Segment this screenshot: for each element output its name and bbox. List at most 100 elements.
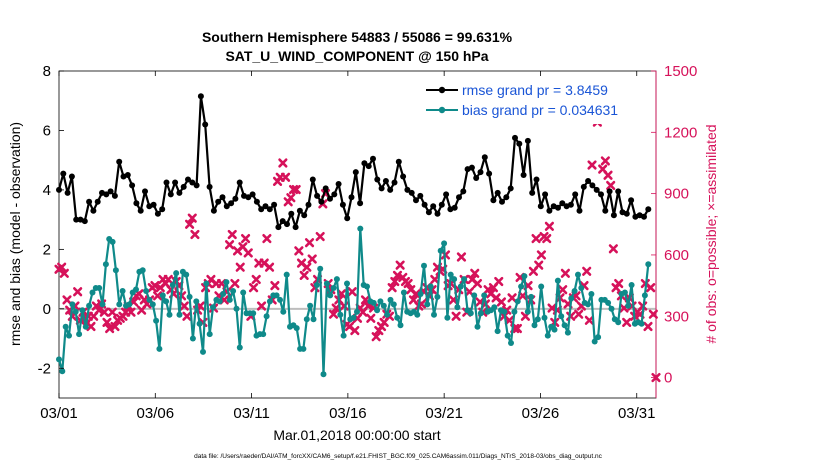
rmse-point [529,189,536,196]
x-tick-label: 03/31 [618,405,656,422]
obs-point [507,293,517,303]
rmse-point [589,182,596,189]
bias-point [173,270,180,277]
rmse-point [284,221,290,228]
bias-point [400,289,407,296]
rmse-point [68,173,75,180]
obs-point [270,280,280,291]
rmse-point [245,194,252,201]
bias-point [474,323,481,330]
obs-point [184,219,195,229]
rmse-point [382,178,389,184]
obs-point [534,260,544,270]
rmse-point [150,201,157,208]
obs-point [456,252,467,262]
obs-point [62,295,72,305]
bias-point [216,298,223,305]
bias-point [109,238,116,245]
bias-point [189,335,196,342]
bias-point [441,240,448,247]
rmse-point [142,188,148,195]
bias-point [504,332,511,339]
obs-point [59,268,69,278]
bias-point [126,301,133,308]
obs-point [646,283,656,293]
bias-point [568,295,575,302]
bias-point [82,323,89,330]
rmse-point [292,224,299,231]
obs-point [126,307,136,317]
rmse-point [490,197,497,204]
bias-point [200,348,206,355]
rmse-point [404,186,411,193]
rmse-point [305,201,312,208]
y-right-tick-label: 600 [664,247,689,264]
obs-point [182,311,192,321]
obs-point [251,274,261,285]
bias-point [176,311,183,318]
rmse-point [378,185,385,192]
bias-point [414,311,421,318]
obs-point [542,233,552,244]
bias-point [638,320,645,327]
bias-point [89,289,96,296]
obs-point [512,323,523,334]
obs-point [302,262,312,272]
rmse-point [185,176,191,183]
rmse-point [193,182,200,189]
bias-point [561,322,568,329]
rmse-point [606,188,613,195]
bias-point [374,307,381,314]
rmse-point [64,189,71,196]
rmse-point [331,191,338,198]
bias-point [163,298,170,305]
bias-point [551,326,558,333]
bias-point [595,334,602,341]
rmse-point [512,134,518,141]
bias-point [59,368,66,375]
rmse-point [641,213,647,220]
bias-point [501,308,508,315]
obs-point [224,240,235,250]
obs-point [390,276,400,287]
bias-point [169,282,176,288]
rmse-point [524,137,531,144]
rmse-point [499,198,505,205]
bias-point [133,286,139,293]
bias-point [307,302,314,309]
rmse-point [180,183,187,190]
bias-point [467,310,474,317]
obs-point [347,287,357,297]
rmse-point [335,181,342,187]
bias-point [538,283,545,290]
obs-point [294,246,304,256]
bias-point [390,301,397,308]
x-axis-label: Mar.01,2018 00:00:00 start [273,427,440,443]
rmse-point [219,194,226,201]
rmse-point [86,198,93,205]
rmse-point [425,209,432,216]
rmse-point [365,163,372,170]
rmse-point [322,185,329,192]
x-tick-label: 03/11 [233,405,269,422]
bias-point [153,317,160,324]
bias-point [183,271,190,278]
x-tick-label: 03/21 [425,405,463,422]
obs-point [230,278,240,289]
bias-point [554,277,561,284]
bias-point [578,285,585,291]
obs-point [603,170,613,180]
rmse-point [275,224,282,231]
obs-point [600,156,610,166]
bias-point [477,310,484,317]
bias-point [575,271,581,278]
legend-bias-label: bias grand pr = 0.034631 [462,102,618,118]
rmse-point [167,191,174,198]
bias-point [461,276,468,283]
rmse-point [262,203,269,210]
y-axis-left: -2 0 2 4 6 8 [38,63,64,377]
obs-point [371,332,381,342]
rmse-point [309,176,316,183]
x-tick-label: 03/06 [137,405,175,422]
rmse-point [628,197,635,204]
